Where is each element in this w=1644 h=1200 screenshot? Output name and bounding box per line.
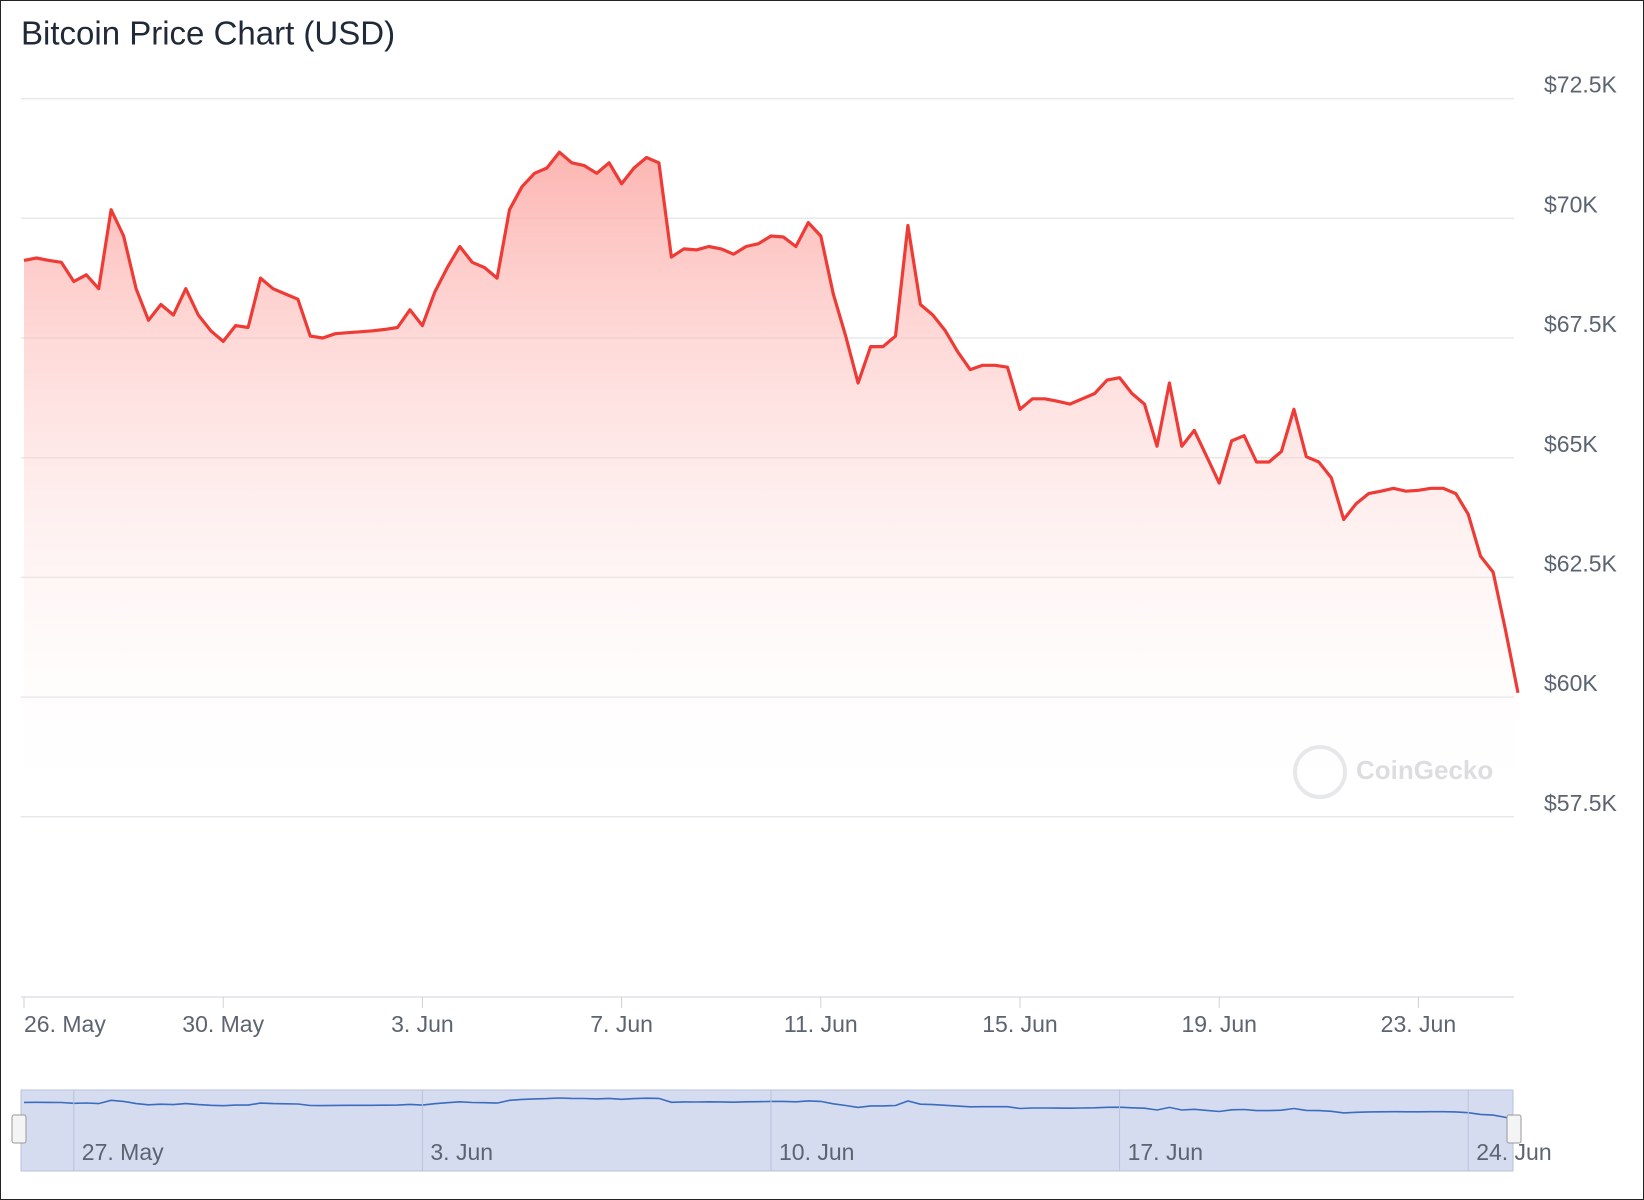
y-tick-label: $57.5K — [1544, 790, 1618, 816]
navigator-tick-label: 27. May — [82, 1139, 164, 1165]
x-tick-label: 26. May — [24, 1011, 106, 1037]
navigator-tick-label: 10. Jun — [779, 1139, 854, 1165]
x-tick-label: 3. Jun — [391, 1011, 454, 1037]
x-tick-label: 11. Jun — [784, 1011, 858, 1037]
watermark-logo — [1293, 745, 1347, 799]
navigator-tick-label: 17. Jun — [1128, 1139, 1203, 1165]
y-tick-label: $60K — [1544, 670, 1598, 696]
y-tick-label: $70K — [1544, 191, 1598, 217]
watermark: CoinGecko — [1293, 745, 1493, 799]
price-line — [23, 150, 1520, 694]
y-tick-label: $72.5K — [1544, 72, 1618, 98]
price-area — [24, 152, 1518, 817]
x-tick-label: 30. May — [182, 1011, 264, 1037]
y-tick-label: $65K — [1544, 431, 1598, 457]
watermark-text: CoinGecko — [1356, 755, 1493, 785]
x-tick-label: 23. Jun — [1381, 1011, 1456, 1037]
navigator-handle[interactable] — [1506, 1114, 1522, 1144]
y-tick-label: $67.5K — [1544, 311, 1618, 337]
navigator-handle[interactable] — [11, 1114, 27, 1144]
x-tick-label: 15. Jun — [982, 1011, 1057, 1037]
x-tick-label: 19. Jun — [1181, 1011, 1256, 1037]
y-tick-label: $62.5K — [1544, 550, 1618, 576]
x-tick-label: 7. Jun — [590, 1011, 653, 1037]
chart-title: Bitcoin Price Chart (USD) — [21, 15, 395, 52]
navigator-tick-label: 3. Jun — [430, 1139, 493, 1165]
